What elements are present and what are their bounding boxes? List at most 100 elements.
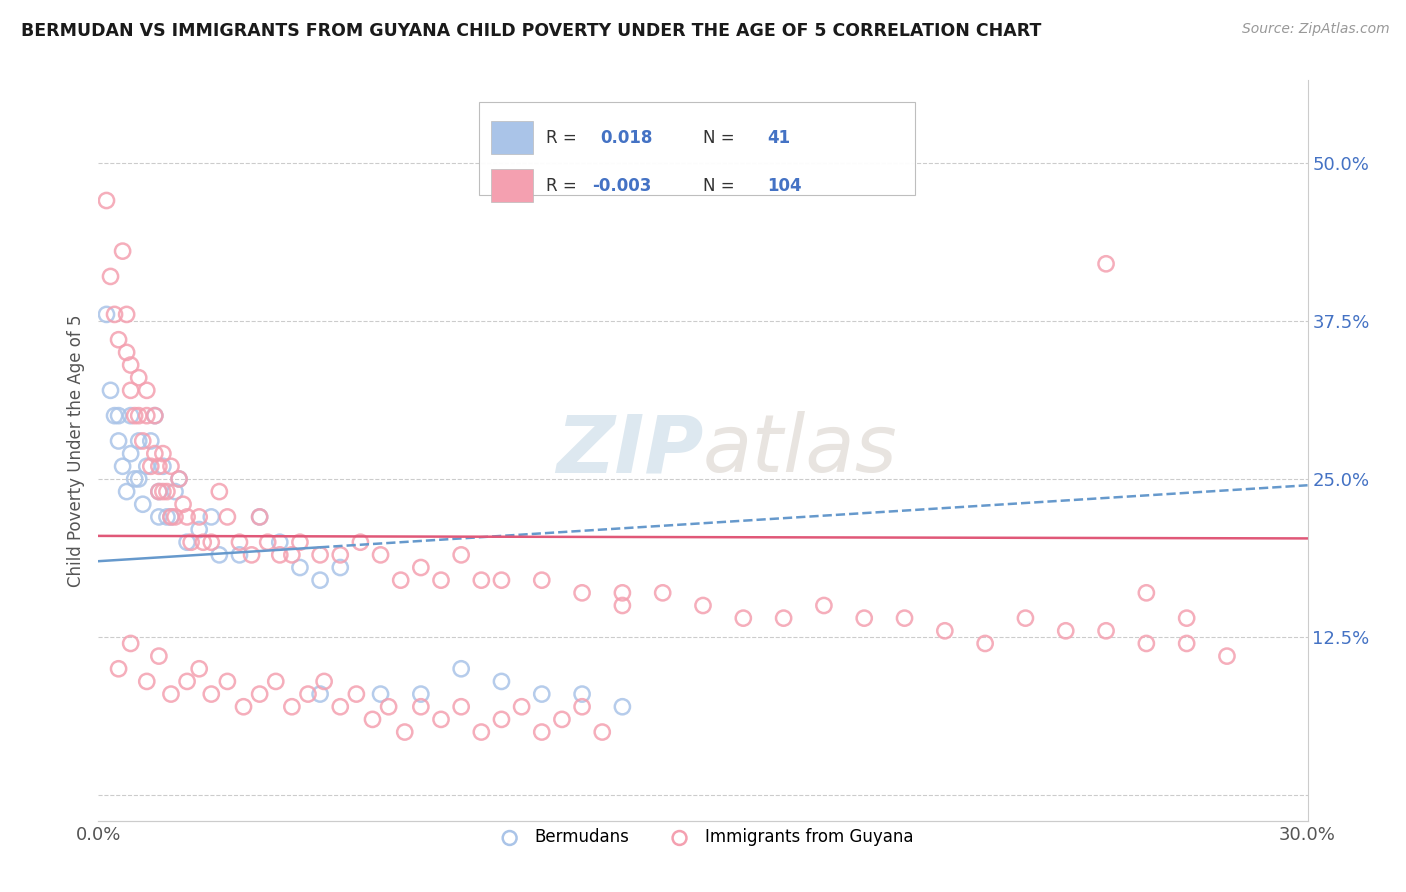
Point: [430, 712, 453, 726]
Point: [163, 509, 186, 524]
Point: [934, 624, 956, 638]
Point: [100, 269, 122, 284]
Point: [470, 573, 492, 587]
Point: [135, 384, 157, 398]
Point: [115, 345, 138, 359]
Point: [148, 459, 170, 474]
Point: [156, 484, 179, 499]
Bar: [492, 121, 533, 154]
Point: [96, 194, 118, 208]
Text: N =: N =: [703, 177, 740, 194]
Point: [329, 548, 352, 562]
Point: [193, 535, 215, 549]
Point: [167, 472, 190, 486]
Point: [269, 548, 291, 562]
Point: [200, 535, 222, 549]
Point: [651, 586, 673, 600]
Point: [510, 699, 533, 714]
Point: [200, 509, 222, 524]
Point: [107, 662, 129, 676]
Point: [409, 687, 432, 701]
Point: [1175, 636, 1198, 650]
Point: [148, 484, 170, 499]
Point: [249, 509, 271, 524]
Point: [139, 434, 162, 448]
Point: [135, 674, 157, 689]
Point: [1135, 636, 1157, 650]
Point: [1095, 257, 1118, 271]
Point: [612, 599, 634, 613]
Point: [100, 384, 122, 398]
Point: [120, 636, 142, 650]
Point: [176, 535, 198, 549]
Point: [217, 509, 239, 524]
Legend: Bermudans, Immigrants from Guyana: Bermudans, Immigrants from Guyana: [486, 822, 920, 853]
Point: [148, 509, 170, 524]
Point: [124, 409, 146, 423]
Point: [692, 599, 714, 613]
Point: [1014, 611, 1036, 625]
Point: [249, 509, 271, 524]
Text: R =: R =: [546, 177, 582, 194]
Point: [172, 497, 194, 511]
Point: [309, 573, 332, 587]
Point: [152, 484, 174, 499]
Point: [103, 307, 125, 321]
Point: [264, 674, 287, 689]
Point: [208, 484, 231, 499]
Text: N =: N =: [703, 128, 740, 146]
Point: [772, 611, 794, 625]
Point: [1135, 586, 1157, 600]
Point: [612, 586, 634, 600]
Point: [530, 573, 553, 587]
Point: [377, 699, 399, 714]
Point: [163, 484, 186, 499]
Point: [314, 674, 336, 689]
Point: [200, 687, 222, 701]
Point: [160, 687, 183, 701]
Point: [470, 725, 492, 739]
Point: [361, 712, 384, 726]
Point: [148, 484, 170, 499]
Point: [297, 687, 319, 701]
Point: [120, 358, 142, 372]
Point: [893, 611, 915, 625]
Point: [228, 548, 250, 562]
Point: [349, 535, 371, 549]
Point: [1095, 624, 1118, 638]
Point: [281, 548, 304, 562]
Text: atlas: atlas: [703, 411, 898, 490]
Point: [120, 409, 142, 423]
Point: [612, 699, 634, 714]
Point: [450, 699, 472, 714]
Point: [128, 472, 150, 486]
Point: [344, 687, 367, 701]
Point: [124, 472, 146, 486]
Point: [1216, 649, 1239, 664]
Point: [733, 611, 755, 625]
Point: [143, 409, 166, 423]
Point: [370, 548, 392, 562]
Point: [240, 548, 263, 562]
Point: [135, 459, 157, 474]
Point: [176, 509, 198, 524]
Point: [329, 699, 352, 714]
Point: [571, 687, 593, 701]
Point: [591, 725, 613, 739]
Point: [813, 599, 835, 613]
Point: [128, 370, 150, 384]
Text: R =: R =: [546, 128, 582, 146]
Point: [160, 509, 183, 524]
Point: [188, 662, 211, 676]
Point: [1054, 624, 1077, 638]
Point: [208, 548, 231, 562]
Point: [249, 687, 271, 701]
Text: Source: ZipAtlas.com: Source: ZipAtlas.com: [1241, 22, 1389, 37]
Point: [309, 687, 332, 701]
Point: [450, 662, 472, 676]
Point: [96, 307, 118, 321]
Point: [1175, 611, 1198, 625]
Point: [107, 333, 129, 347]
Point: [409, 560, 432, 574]
Point: [139, 459, 162, 474]
